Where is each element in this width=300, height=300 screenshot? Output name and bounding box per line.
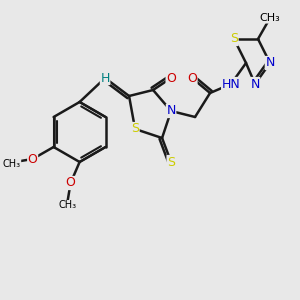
Text: S: S: [167, 155, 175, 169]
Text: O: O: [187, 71, 197, 85]
Text: N: N: [250, 77, 260, 91]
Text: H: H: [100, 71, 110, 85]
Text: CH₃: CH₃: [58, 200, 77, 211]
Text: N: N: [265, 56, 275, 70]
Text: N: N: [167, 104, 176, 118]
Text: O: O: [28, 152, 38, 166]
Text: HN: HN: [222, 77, 240, 91]
Text: O: O: [166, 71, 176, 85]
Text: O: O: [66, 176, 76, 190]
Text: CH₃: CH₃: [3, 158, 21, 169]
Text: CH₃: CH₃: [260, 13, 280, 23]
Text: S: S: [230, 32, 238, 46]
Text: S: S: [131, 122, 139, 136]
